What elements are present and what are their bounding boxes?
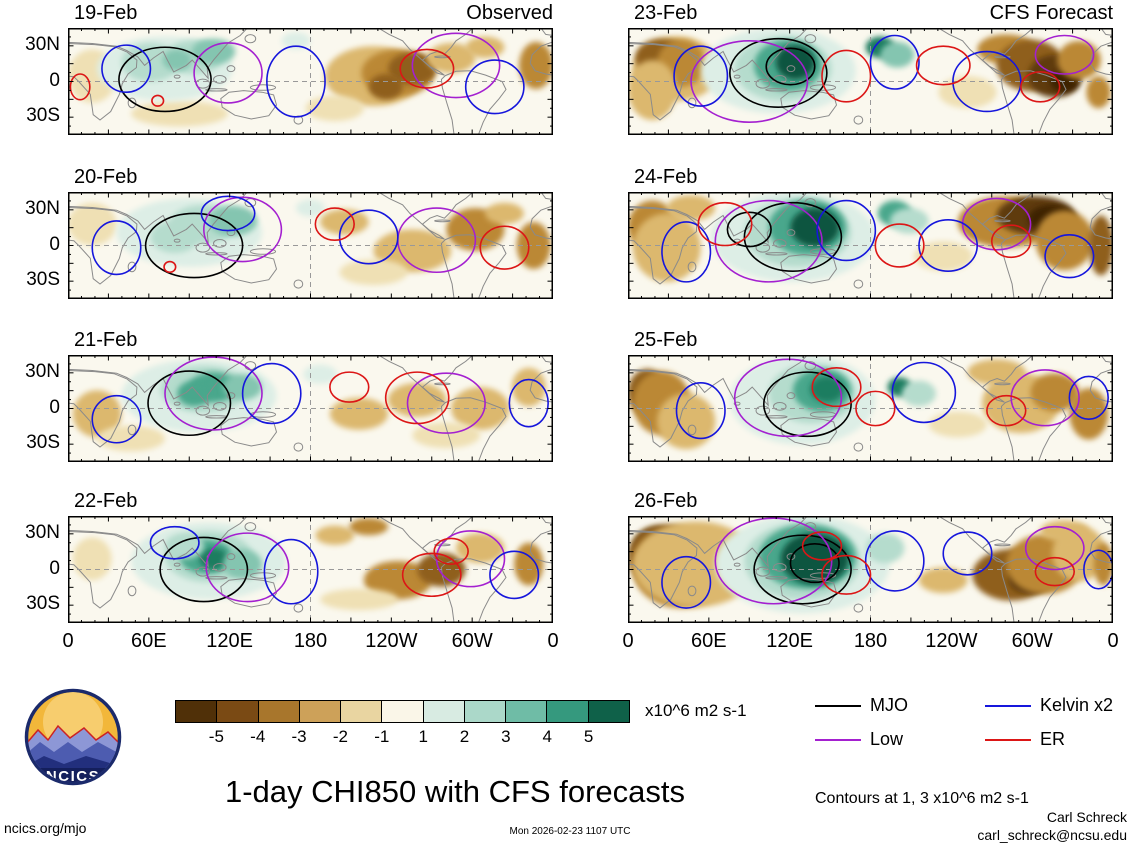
- colorbar-tick-label: -2: [332, 727, 349, 746]
- legend-line-kelvin-x2: [985, 705, 1031, 707]
- colorbar-segment: [506, 701, 548, 722]
- y-axis-label: 0: [49, 69, 60, 91]
- legend-line-er: [985, 739, 1031, 741]
- credit-name: Carl Schreck: [1046, 809, 1127, 825]
- map-panel: [68, 28, 553, 135]
- x-axis-label: 0: [547, 630, 559, 652]
- x-axis-label: 120E: [766, 630, 814, 652]
- x-axis-label: 0: [62, 630, 74, 652]
- map-plot: [68, 355, 553, 462]
- legend-label-mjo: MJO: [870, 695, 908, 715]
- y-axis-label: 30S: [26, 269, 60, 291]
- map-panel: [628, 192, 1113, 299]
- colorbar-segment: [547, 701, 589, 722]
- y-axis-label: 0: [49, 396, 60, 418]
- x-axis-label: 60E: [131, 630, 167, 652]
- legend-label-er: ER: [1040, 729, 1066, 749]
- colorbar-tick-label: 2: [459, 727, 470, 746]
- column-title-cfs-forecast: CFS Forecast: [989, 2, 1113, 24]
- x-axis-label: 120E: [206, 630, 254, 652]
- figure-title: 1-day CHI850 with CFS forecasts: [224, 774, 685, 809]
- x-axis-label: 60E: [691, 630, 727, 652]
- colorbar-segment: [299, 701, 342, 722]
- panel-date-label: 21-Feb: [74, 329, 138, 351]
- colorbar-segment: [464, 701, 507, 722]
- map-panel: [68, 355, 553, 462]
- colorbar-segment: [341, 701, 383, 722]
- y-axis-label: 30S: [26, 105, 60, 127]
- x-axis-label: 0: [622, 630, 634, 652]
- map-plot: [68, 516, 553, 623]
- y-axis-label: 30N: [25, 360, 60, 382]
- contours-note: Contours at 1, 3 x10^6 m2 s-1: [815, 790, 1029, 807]
- colorbar-units: x10^6 m2 s-1: [645, 701, 747, 720]
- legend-label-kelvin-x2: Kelvin x2: [1040, 695, 1114, 715]
- colorbar-tick-label: -3: [291, 727, 307, 746]
- colorbar: [175, 700, 630, 723]
- timestamp: Mon 2026-02-23 1107 UTC: [509, 826, 631, 837]
- legend-line-mjo: [815, 705, 861, 707]
- legend-label-low: Low: [870, 729, 904, 749]
- colorbar-tick-label: -5: [208, 727, 224, 746]
- panel-date-label: 20-Feb: [74, 166, 138, 188]
- colorbar-tick-label: 4: [542, 727, 552, 746]
- y-axis-label: 30N: [25, 521, 60, 543]
- y-axis-label: 30S: [26, 593, 60, 615]
- panel-date-label: 22-Feb: [74, 490, 138, 512]
- panel-date-label: 26-Feb: [634, 490, 698, 512]
- x-axis-label: 0: [1107, 630, 1119, 652]
- colorbar-tick-label: 1: [418, 727, 428, 746]
- y-axis-label: 30N: [25, 197, 60, 219]
- site-link: ncics.org/mjo: [4, 820, 87, 836]
- map-panel: [628, 28, 1113, 135]
- map-plot: [68, 192, 553, 299]
- colorbar-tick-label: 5: [583, 727, 594, 746]
- x-axis-label: 180: [853, 630, 888, 652]
- colorbar-segment: [382, 701, 424, 722]
- ncics-logo-graphic: NCICS: [24, 688, 122, 786]
- colorbar-tick-label: -4: [250, 727, 266, 746]
- map-panel: [628, 516, 1113, 623]
- y-axis-label: 0: [49, 557, 60, 579]
- logo-text: NCICS: [46, 768, 100, 785]
- colorbar-segment: [423, 701, 465, 722]
- y-axis-label: 0: [49, 233, 60, 255]
- x-axis-label: 120W: [925, 630, 978, 652]
- ncics-logo: NCICS: [24, 688, 122, 786]
- y-axis-label: 30N: [25, 33, 60, 55]
- x-axis-label: 180: [293, 630, 328, 652]
- credit-email: carl_schreck@ncsu.edu: [977, 827, 1127, 843]
- map-plot: [628, 28, 1113, 135]
- panel-date-label: 25-Feb: [634, 329, 698, 351]
- map-plot: [628, 192, 1113, 299]
- legend-line-low: [815, 739, 861, 741]
- colorbar-segment: [217, 701, 259, 722]
- colorbar-tick-label: 3: [501, 727, 511, 746]
- panel-date-label: 24-Feb: [634, 166, 698, 188]
- column-title-observed: Observed: [466, 2, 553, 24]
- x-axis-label: 60W: [1011, 630, 1053, 652]
- map-panel: [628, 355, 1113, 462]
- map-panel: [68, 192, 553, 299]
- colorbar-segment: [176, 701, 218, 722]
- x-axis-label: 120W: [365, 630, 418, 652]
- colorbar-tick-label: -1: [374, 727, 390, 746]
- x-axis-label: 60W: [451, 630, 493, 652]
- map-plot: [628, 516, 1113, 623]
- map-plot: [68, 28, 553, 135]
- map-plot: [628, 355, 1113, 462]
- colorbar-segment: [588, 701, 629, 722]
- panel-date-label: 23-Feb: [634, 2, 698, 24]
- colorbar-segment: [258, 701, 300, 722]
- panel-date-label: 19-Feb: [74, 2, 138, 24]
- y-axis-label: 30S: [26, 432, 60, 454]
- map-panel: [68, 516, 553, 623]
